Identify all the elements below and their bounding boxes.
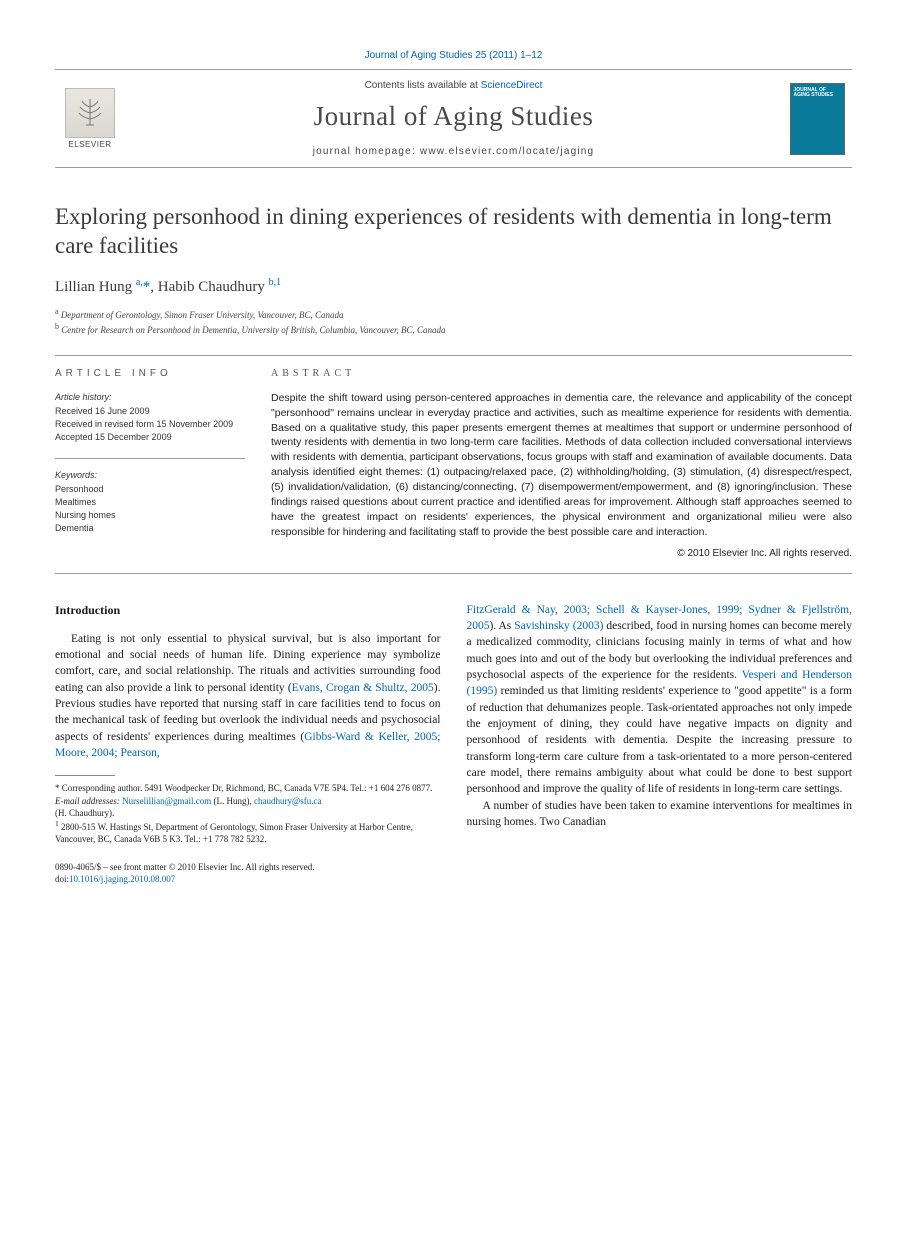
journal-header-box: ELSEVIER Contents lists available at Sci…	[55, 69, 852, 168]
body-text: A number of studies have been taken to e…	[467, 800, 853, 828]
elsevier-tree-icon	[65, 88, 115, 138]
footnotes-block: * Corresponding author. 5491 Woodpecker …	[55, 782, 441, 845]
body-paragraph: FitzGerald & Nay, 2003; Schell & Kayser-…	[467, 602, 853, 798]
introduction-heading: Introduction	[55, 602, 441, 619]
history-line: Accepted 15 December 2009	[55, 431, 245, 444]
keyword: Dementia	[55, 522, 245, 535]
footnote-separator	[55, 775, 115, 776]
info-abstract-row: ARTICLE INFO Article history: Received 1…	[55, 355, 852, 574]
history-line: Received in revised form 15 November 200…	[55, 418, 245, 431]
issn-copyright-line: 0890-4065/$ – see front matter © 2010 El…	[55, 861, 441, 873]
elsevier-label: ELSEVIER	[68, 140, 111, 149]
affiliation-line: a Department of Gerontology, Simon Frase…	[55, 306, 852, 322]
body-column-right: FitzGerald & Nay, 2003; Schell & Kayser-…	[467, 602, 853, 886]
article-history-block: Article history: Received 16 June 2009 R…	[55, 391, 245, 444]
email-author-name: (L. Hung),	[213, 796, 251, 806]
history-line: Received 16 June 2009	[55, 405, 245, 418]
email-label: E-mail addresses:	[55, 796, 120, 806]
author-email-link[interactable]: Nurselillian@gmail.com	[122, 796, 211, 806]
body-text: ). As	[490, 620, 515, 632]
journal-homepage-line: journal homepage: www.elsevier.com/locat…	[133, 146, 774, 157]
citation-line: Journal of Aging Studies 25 (2011) 1–12	[55, 50, 852, 61]
journal-title: Journal of Aging Studies	[133, 101, 774, 132]
journal-cover-thumb: JOURNAL OF AGING STUDIES	[790, 83, 845, 155]
abstract-copyright: © 2010 Elsevier Inc. All rights reserved…	[271, 548, 852, 559]
footnote-1-text: 2800-515 W. Hastings St, Department of G…	[55, 822, 413, 844]
contents-available-line: Contents lists available at ScienceDirec…	[133, 80, 774, 91]
abstract-heading: ABSTRACT	[271, 368, 852, 379]
body-text: reminded us that limiting residents' exp…	[467, 685, 853, 795]
contents-prefix: Contents lists available at	[365, 80, 481, 91]
keyword: Personhood	[55, 483, 245, 496]
cover-title-text: JOURNAL OF AGING STUDIES	[794, 88, 841, 99]
doi-prefix: doi:	[55, 874, 69, 884]
homepage-prefix: journal homepage:	[313, 146, 420, 157]
body-two-column: Introduction Eating is not only essentia…	[55, 602, 852, 886]
abstract-text: Despite the shift toward using person-ce…	[271, 391, 852, 540]
header-center: Contents lists available at ScienceDirec…	[125, 70, 782, 167]
abstract-column: ABSTRACT Despite the shift toward using …	[271, 368, 852, 559]
article-title: Exploring personhood in dining experienc…	[55, 203, 852, 261]
body-column-left: Introduction Eating is not only essentia…	[55, 602, 441, 886]
keyword: Mealtimes	[55, 496, 245, 509]
article-info-heading: ARTICLE INFO	[55, 368, 245, 379]
email-author-name: (H. Chaudhury).	[55, 807, 441, 819]
corresponding-text: Corresponding author. 5491 Woodpecker Dr…	[62, 783, 433, 793]
footnote-1: 1 2800-515 W. Hastings St, Department of…	[55, 819, 441, 845]
history-label: Article history:	[55, 391, 245, 404]
body-paragraph: A number of studies have been taken to e…	[467, 798, 853, 831]
elsevier-logo-cell: ELSEVIER	[55, 70, 125, 167]
homepage-url: www.elsevier.com/locate/jaging	[420, 146, 594, 157]
keyword: Nursing homes	[55, 509, 245, 522]
journal-cover-cell: JOURNAL OF AGING STUDIES	[782, 70, 852, 167]
doi-line: doi:10.1016/j.jaging.2010.08.007	[55, 873, 441, 885]
info-divider	[55, 458, 245, 459]
article-page: Journal of Aging Studies 25 (2011) 1–12 …	[0, 0, 907, 925]
author-list: Lillian Hung a,*, Habib Chaudhury b,1	[55, 277, 852, 296]
keywords-label: Keywords:	[55, 469, 245, 482]
corresponding-author-note: * Corresponding author. 5491 Woodpecker …	[55, 782, 441, 794]
doi-link[interactable]: 10.1016/j.jaging.2010.08.007	[69, 874, 175, 884]
keywords-block: Keywords: Personhood Mealtimes Nursing h…	[55, 469, 245, 535]
article-info-column: ARTICLE INFO Article history: Received 1…	[55, 368, 245, 559]
citation-link[interactable]: Savishinsky (2003)	[514, 620, 603, 632]
email-line: E-mail addresses: Nurselillian@gmail.com…	[55, 795, 441, 807]
body-paragraph: Eating is not only essential to physical…	[55, 631, 441, 762]
author-email-link[interactable]: chaudhury@sfu.ca	[254, 796, 322, 806]
citation-link[interactable]: Evans, Crogan & Shultz, 2005	[292, 682, 434, 694]
sciencedirect-link[interactable]: ScienceDirect	[481, 80, 543, 91]
issn-doi-block: 0890-4065/$ – see front matter © 2010 El…	[55, 861, 441, 885]
affiliations: a Department of Gerontology, Simon Frase…	[55, 306, 852, 337]
affiliation-line: b Centre for Research on Personhood in D…	[55, 321, 852, 337]
